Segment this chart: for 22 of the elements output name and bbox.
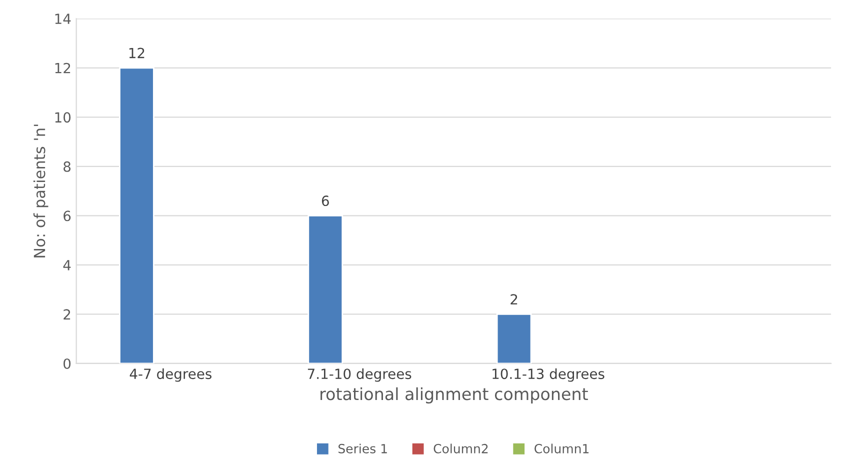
bar — [308, 214, 344, 364]
legend-label: Column1 — [534, 444, 589, 454]
y-tick-label: 2 — [64, 309, 70, 320]
legend-label: Series 1 — [338, 444, 387, 454]
data-label: 2 — [510, 294, 518, 304]
x-tick-label: 7.1-10 degrees — [308, 368, 412, 382]
y-tick-label: 12 — [55, 62, 70, 74]
data-label: 12 — [129, 48, 144, 58]
x-tick-label: 4-7 degrees — [130, 368, 212, 382]
bar — [496, 314, 532, 364]
y-tick-label: 10 — [55, 112, 71, 123]
legend-label: Column2 — [434, 444, 488, 454]
data-label: 6 — [322, 196, 329, 206]
x-axis-title: rotational alignment component — [320, 387, 588, 404]
y-tick-label: 14 — [55, 14, 71, 24]
bar — [119, 67, 154, 364]
y-tick-label: 4 — [63, 260, 71, 270]
y-tick-label: 8 — [64, 161, 71, 172]
y-tick-label: 0 — [64, 358, 71, 369]
x-tick-label: 10.1-13 degrees — [492, 368, 604, 382]
y-tick-label: 6 — [64, 210, 71, 222]
y-axis-title: No: of patients 'n' — [33, 124, 48, 258]
